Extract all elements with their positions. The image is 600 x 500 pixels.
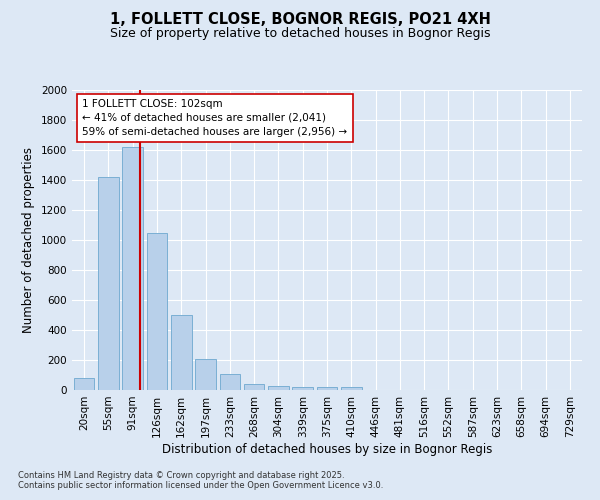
Bar [220, 374, 240, 390]
Bar [317, 387, 337, 390]
Bar [195, 359, 216, 390]
X-axis label: Distribution of detached houses by size in Bognor Regis: Distribution of detached houses by size … [162, 442, 492, 456]
Text: 1, FOLLETT CLOSE, BOGNOR REGIS, PO21 4XH: 1, FOLLETT CLOSE, BOGNOR REGIS, PO21 4XH [110, 12, 490, 28]
Text: 1 FOLLETT CLOSE: 102sqm
← 41% of detached houses are smaller (2,041)
59% of semi: 1 FOLLETT CLOSE: 102sqm ← 41% of detache… [82, 99, 347, 137]
Bar [268, 386, 289, 390]
Bar [171, 315, 191, 390]
Text: Contains HM Land Registry data © Crown copyright and database right 2025.
Contai: Contains HM Land Registry data © Crown c… [18, 470, 383, 490]
Y-axis label: Number of detached properties: Number of detached properties [22, 147, 35, 333]
Bar [74, 378, 94, 390]
Bar [292, 387, 313, 390]
Bar [341, 387, 362, 390]
Bar [146, 232, 167, 390]
Bar [244, 384, 265, 390]
Text: Size of property relative to detached houses in Bognor Regis: Size of property relative to detached ho… [110, 28, 490, 40]
Bar [98, 177, 119, 390]
Bar [122, 147, 143, 390]
